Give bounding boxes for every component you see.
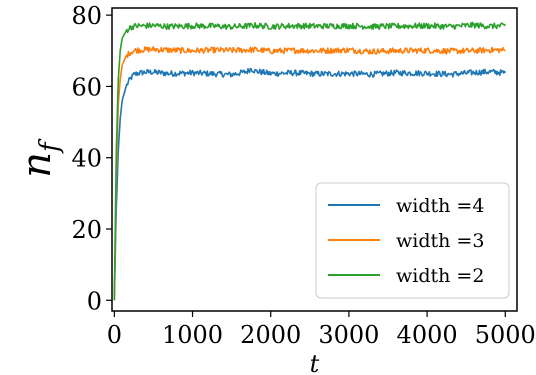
y-tick-label: 20 (71, 216, 102, 244)
legend-frame (315, 182, 510, 299)
plot-frame (111, 7, 518, 312)
axes: 0 1000 2000 3000 4000 5000 0 20 40 60 80 (71, 2, 535, 349)
x-tick-label: 3000 (318, 321, 379, 349)
series-line-3 (113, 21, 506, 301)
x-axis-label: t (310, 350, 320, 375)
x-tick-label: 4000 (397, 321, 458, 349)
series-line-1 (113, 67, 507, 301)
legend-label-3: width =2 (396, 265, 484, 287)
legend-label-1: width =4 (396, 195, 484, 217)
legend-label-2: width =3 (396, 230, 484, 252)
y-axis-label-subscript: f (35, 138, 65, 154)
plot-area (113, 21, 507, 301)
y-tick-label: 0 (87, 287, 102, 315)
y-axis-label-base: n (14, 152, 60, 178)
y-tick-label: 80 (71, 2, 102, 30)
y-tick-label: 40 (71, 145, 102, 173)
legend: width =4 width =3 width =2 (315, 182, 510, 299)
y-tick-label: 60 (71, 73, 102, 101)
x-tick-label: 2000 (240, 321, 301, 349)
x-tick-label: 5000 (475, 321, 536, 349)
series-line-2 (113, 46, 506, 301)
x-tick-label: 0 (107, 321, 122, 349)
y-axis-label: nf (14, 138, 65, 178)
x-tick-label: 1000 (162, 321, 223, 349)
